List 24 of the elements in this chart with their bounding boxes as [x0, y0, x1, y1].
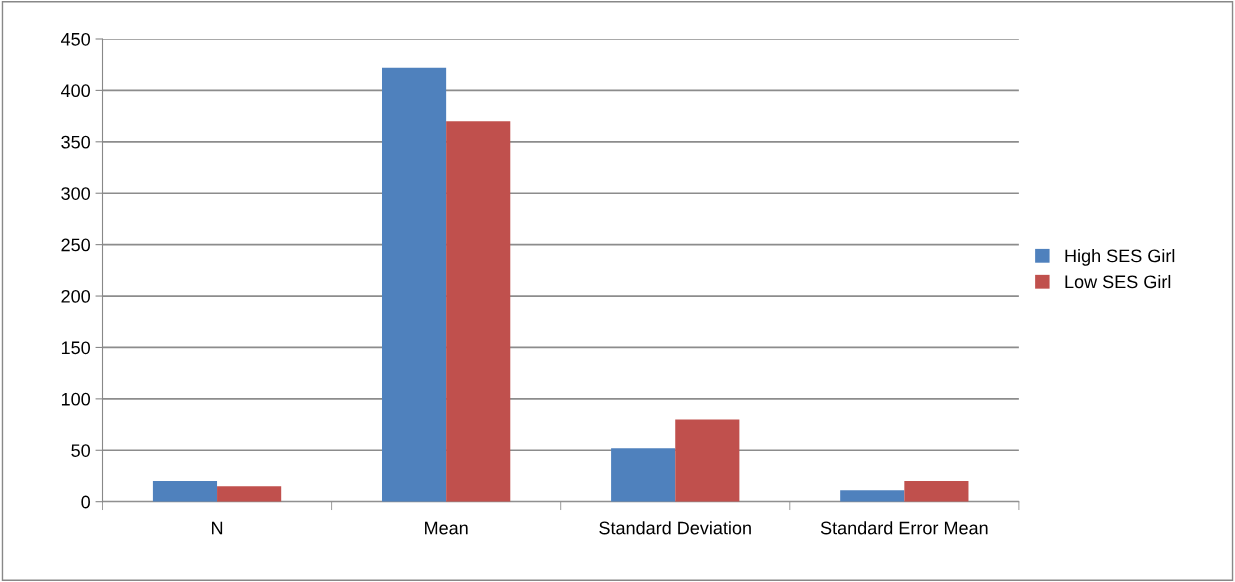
y-tick-label: 300 [61, 187, 90, 200]
bar [152, 481, 218, 502]
bar [840, 490, 905, 502]
bar [446, 121, 511, 502]
y-tick-label: 150 [61, 341, 90, 355]
y-tick-label: 400 [60, 84, 90, 98]
x-tick-label: Mean [425, 521, 468, 535]
legend-label: Low SES Girl [1065, 274, 1171, 289]
y-tick-label: 50 [71, 444, 90, 457]
y-tick-label: 100 [61, 392, 90, 406]
x-tick-label: Standard Deviation [599, 521, 751, 535]
y-tick-label: 0 [81, 495, 90, 509]
bar [611, 448, 676, 502]
y-tick-label: 200 [61, 289, 90, 303]
y-tick-label: 350 [61, 135, 90, 149]
legend-label: High SES Girl [1065, 248, 1175, 266]
bar [217, 486, 282, 502]
x-tick-label: Standard Error Mean [820, 521, 988, 535]
x-tick-label: N [212, 521, 223, 535]
bar [904, 481, 969, 502]
bar [675, 419, 740, 502]
bar [382, 67, 447, 502]
y-tick-label: 250 [61, 238, 90, 252]
y-tick-label: 450 [60, 32, 90, 46]
